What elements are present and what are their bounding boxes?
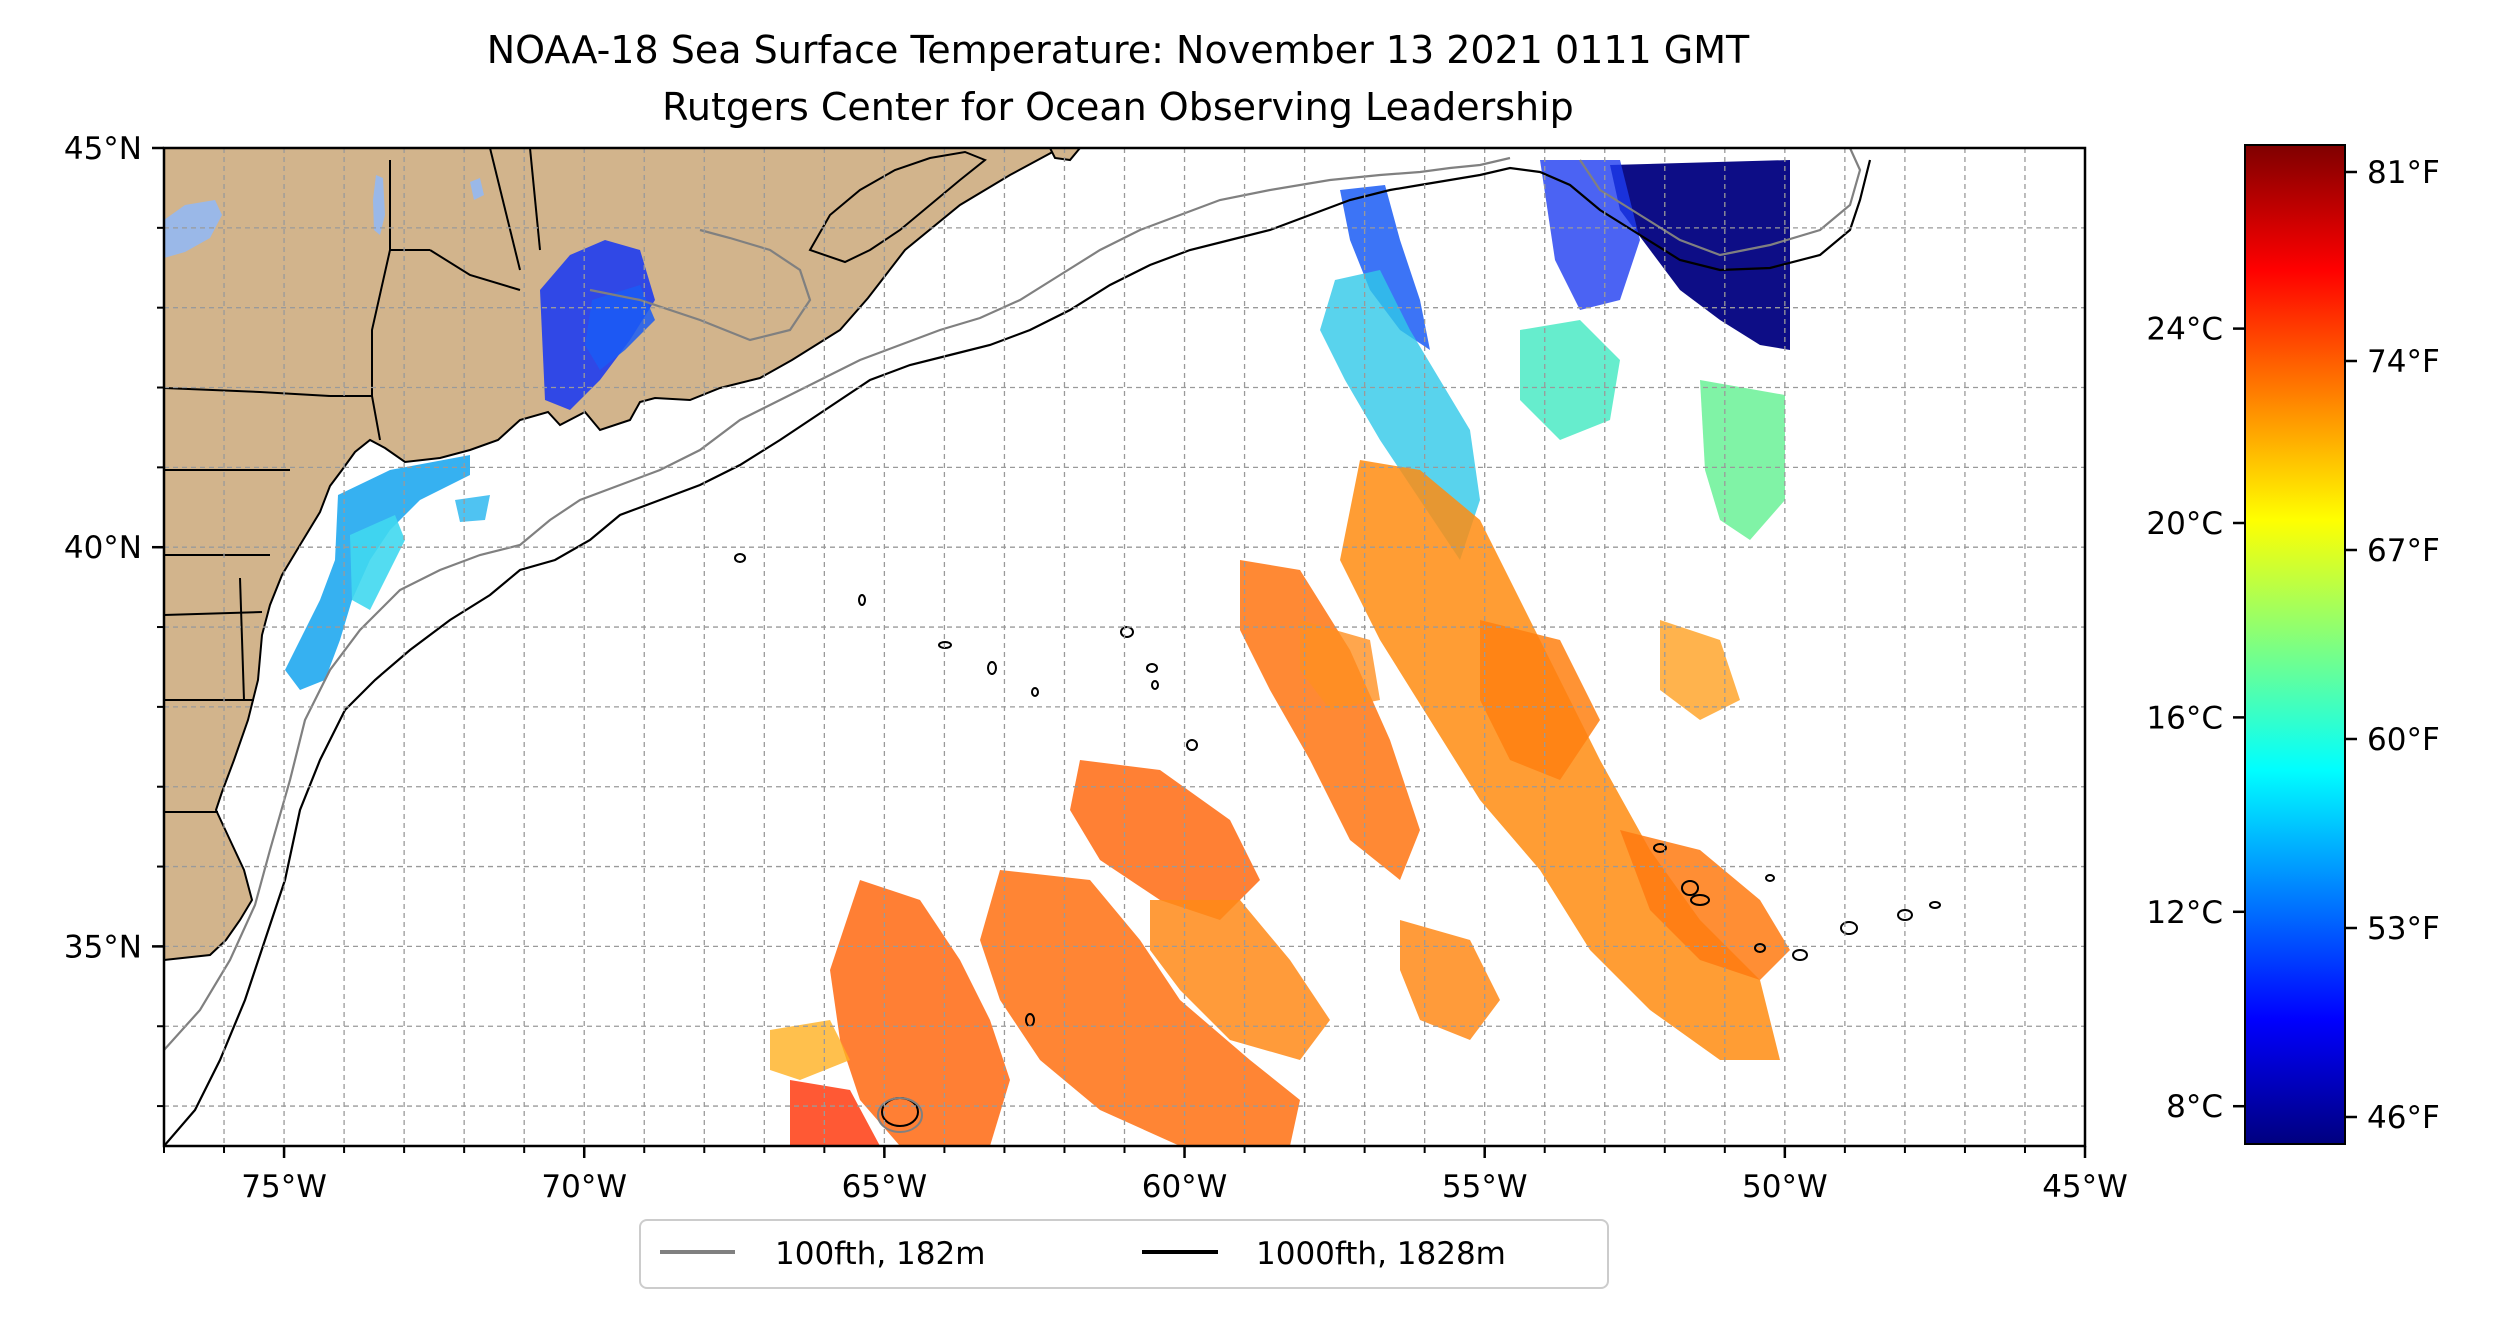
- land-north-america: [164, 148, 1061, 962]
- colorbar-label-f: 60°F: [2367, 722, 2440, 758]
- state-borders: [164, 148, 541, 813]
- gridlines: [164, 148, 2085, 1146]
- colorbar-label-c: 20°C: [2146, 506, 2223, 542]
- bermuda-contour-grey: [877, 1097, 923, 1133]
- y-tick-label: 40°N: [64, 530, 142, 566]
- figure-subtitle: Rutgers Center for Ocean Observing Leade…: [662, 85, 1574, 129]
- x-tick-label: 60°W: [1142, 1169, 1228, 1205]
- colorbar-gradient: [2244, 144, 2346, 1145]
- colorbar-label-f: 74°F: [2367, 344, 2440, 380]
- x-tick-label: 75°W: [241, 1169, 327, 1205]
- legend-box: [639, 1219, 1609, 1289]
- colorbar-ticks: 46°F 53°F 60°F 67°F 74°F 81°F 8°C 12°C 16°C 20°C 2…: [2146, 155, 2439, 1136]
- colorbar-label-c: 24°C: [2146, 312, 2223, 348]
- colorbar-label-f: 81°F: [2367, 155, 2440, 191]
- x-tick-label: 50°W: [1742, 1169, 1828, 1205]
- map-tick-marks: [152, 146, 2087, 1158]
- colorbar: 46°F 53°F 60°F 67°F 74°F 81°F 8°C 12°C 16°C 20°C 2…: [2146, 144, 2440, 1145]
- colorbar-label-f: 67°F: [2367, 533, 2440, 569]
- legend-label-100fth: 100fth, 182m: [775, 1236, 985, 1272]
- x-tick-label: 45°W: [2042, 1169, 2128, 1205]
- x-tick-label: 70°W: [541, 1169, 627, 1205]
- colorbar-label-c: 8°C: [2166, 1089, 2223, 1125]
- x-tick-label: 65°W: [842, 1169, 928, 1205]
- map-panel: [152, 146, 2087, 1158]
- lake-champlain: [373, 175, 385, 235]
- colorbar-label-c: 12°C: [2146, 895, 2223, 931]
- colorbar-label-f: 53°F: [2367, 911, 2440, 947]
- colorbar-label-c: 16°C: [2146, 700, 2223, 736]
- contour-100fth: [164, 148, 1862, 1051]
- lake-northern: [164, 200, 222, 258]
- land-newfoundland-edge: [1048, 148, 1082, 162]
- legend: 100fth, 182m 1000fth, 1828m: [639, 1219, 1609, 1289]
- contour-1000fth: [164, 159, 1872, 1146]
- land-nova-scotia: [808, 150, 987, 264]
- colorbar-label-f: 46°F: [2367, 1100, 2440, 1136]
- legend-label-1000fth: 1000fth, 1828m: [1256, 1236, 1506, 1272]
- x-tick-label: 55°W: [1442, 1169, 1528, 1205]
- y-tick-label: 45°N: [64, 131, 142, 167]
- y-tick-label: 35°N: [64, 929, 142, 965]
- figure-title: NOAA-18 Sea Surface Temperature: Novembe…: [487, 28, 1750, 72]
- lake-small: [470, 178, 484, 200]
